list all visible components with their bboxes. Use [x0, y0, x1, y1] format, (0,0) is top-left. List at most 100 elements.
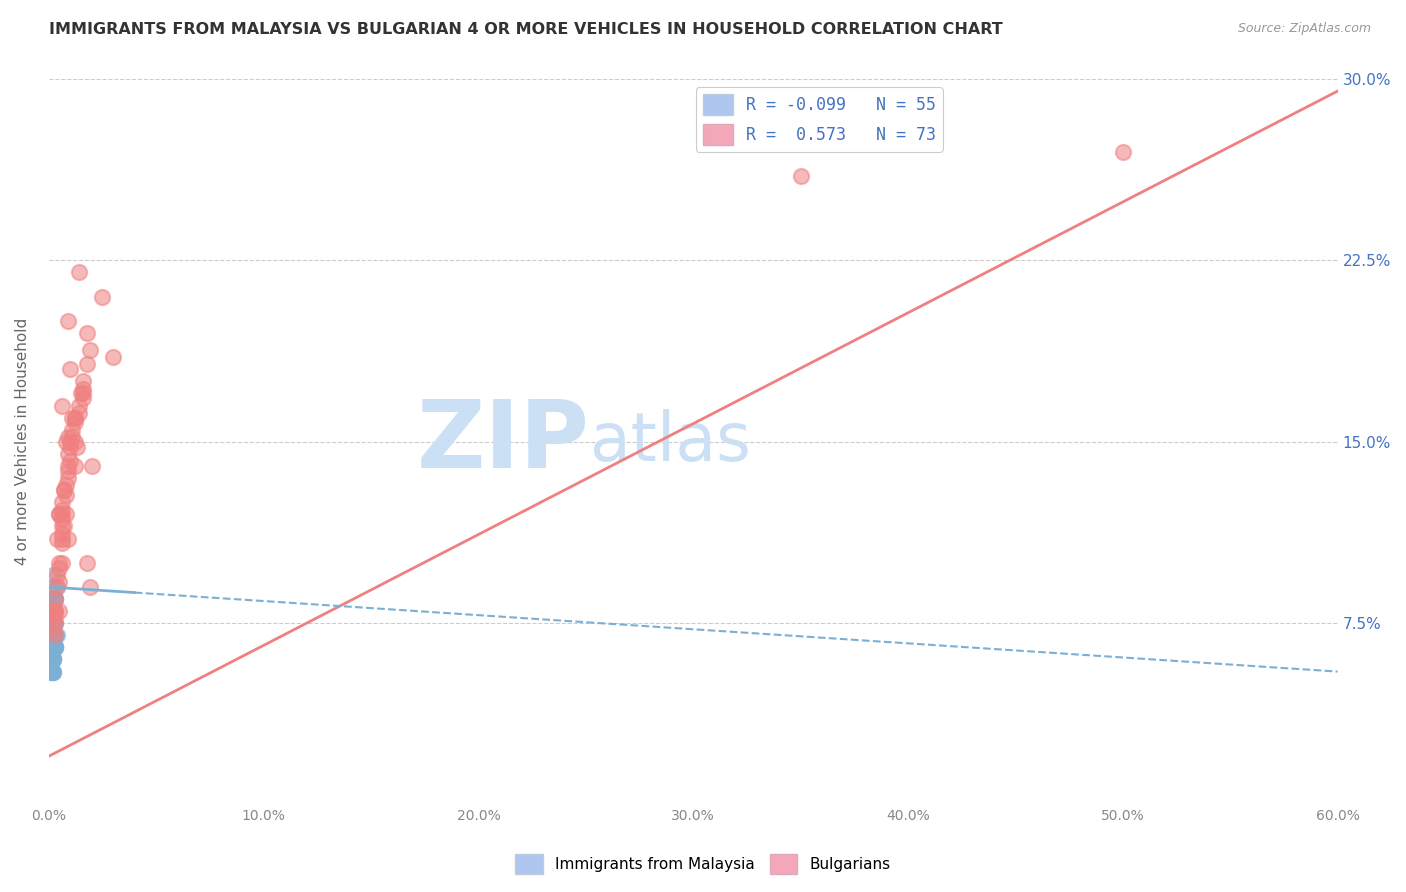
Point	[59, 454, 82, 468]
Point	[48, 508, 70, 522]
Point	[42, 616, 65, 631]
Point	[48, 556, 70, 570]
Point	[67, 406, 90, 420]
Point	[52, 483, 75, 498]
Point	[60, 423, 83, 437]
Point	[42, 604, 65, 618]
Point	[44, 640, 66, 655]
Point	[44, 592, 66, 607]
Point	[42, 665, 65, 679]
Point	[39, 640, 62, 655]
Point	[789, 169, 811, 183]
Text: IMMIGRANTS FROM MALAYSIA VS BULGARIAN 4 OR MORE VEHICLES IN HOUSEHOLD CORRELATIO: IMMIGRANTS FROM MALAYSIA VS BULGARIAN 4 …	[49, 22, 1002, 37]
Point	[51, 526, 73, 541]
Point	[48, 508, 70, 522]
Point	[55, 434, 77, 449]
Point	[63, 410, 86, 425]
Point	[55, 478, 77, 492]
Point	[67, 399, 90, 413]
Point	[76, 556, 98, 570]
Y-axis label: 4 or more Vehicles in Household: 4 or more Vehicles in Household	[15, 318, 30, 566]
Point	[70, 386, 93, 401]
Point	[51, 495, 73, 509]
Point	[44, 592, 66, 607]
Text: Source: ZipAtlas.com: Source: ZipAtlas.com	[1237, 22, 1371, 36]
Point	[56, 447, 79, 461]
Point	[46, 580, 69, 594]
Point	[39, 616, 62, 631]
Point	[52, 483, 75, 498]
Point	[44, 640, 66, 655]
Point	[39, 616, 62, 631]
Point	[72, 374, 94, 388]
Point	[56, 471, 79, 485]
Point	[42, 604, 65, 618]
Point	[44, 628, 66, 642]
Point	[44, 616, 66, 631]
Point	[42, 665, 65, 679]
Point	[66, 440, 89, 454]
Point	[44, 604, 66, 618]
Point	[51, 399, 73, 413]
Point	[39, 628, 62, 642]
Point	[44, 640, 66, 655]
Point	[42, 652, 65, 666]
Point	[42, 609, 65, 624]
Point	[39, 604, 62, 618]
Point	[60, 410, 83, 425]
Point	[103, 350, 125, 364]
Point	[46, 580, 69, 594]
Point	[67, 265, 90, 279]
Point	[44, 592, 66, 607]
Point	[39, 616, 62, 631]
Point	[42, 628, 65, 642]
Point	[51, 536, 73, 550]
Point	[42, 616, 65, 631]
Point	[44, 640, 66, 655]
Point	[63, 410, 86, 425]
Point	[52, 519, 75, 533]
Point	[51, 502, 73, 516]
Point	[39, 592, 62, 607]
Point	[42, 604, 65, 618]
Point	[42, 616, 65, 631]
Point	[44, 628, 66, 642]
Point	[76, 326, 98, 340]
Point	[56, 314, 79, 328]
Point	[39, 628, 62, 642]
Point	[39, 652, 62, 666]
Point	[63, 458, 86, 473]
Point	[42, 624, 65, 638]
Point	[46, 532, 69, 546]
Point	[44, 628, 66, 642]
Point	[39, 616, 62, 631]
Point	[59, 434, 82, 449]
Point	[44, 616, 66, 631]
Legend: R = -0.099   N = 55, R =  0.573   N = 73: R = -0.099 N = 55, R = 0.573 N = 73	[696, 87, 942, 152]
Point	[39, 616, 62, 631]
Point	[42, 652, 65, 666]
Point	[42, 580, 65, 594]
Point	[42, 640, 65, 655]
Point	[55, 488, 77, 502]
Point	[56, 532, 79, 546]
Point	[1112, 145, 1135, 159]
Point	[44, 592, 66, 607]
Point	[56, 458, 79, 473]
Point	[42, 604, 65, 618]
Legend: Immigrants from Malaysia, Bulgarians: Immigrants from Malaysia, Bulgarians	[509, 848, 897, 880]
Point	[39, 665, 62, 679]
Point	[42, 652, 65, 666]
Text: atlas: atlas	[591, 409, 751, 475]
Point	[42, 665, 65, 679]
Point	[63, 434, 86, 449]
Point	[44, 609, 66, 624]
Point	[46, 567, 69, 582]
Point	[51, 532, 73, 546]
Point	[56, 464, 79, 478]
Point	[48, 575, 70, 590]
Point	[42, 652, 65, 666]
Point	[72, 382, 94, 396]
Point	[44, 628, 66, 642]
Point	[42, 640, 65, 655]
